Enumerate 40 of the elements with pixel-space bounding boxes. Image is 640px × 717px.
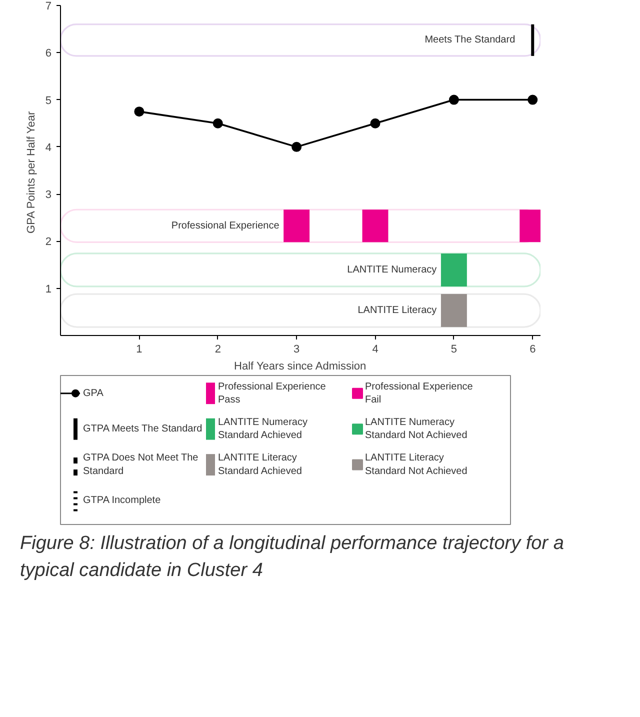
y-tick-label: 1 xyxy=(45,283,52,296)
y-tick-label: 2 xyxy=(45,236,52,248)
point xyxy=(448,94,459,105)
point xyxy=(134,106,144,117)
legend-label: LANTITE Literacy Standard Achieved xyxy=(218,452,302,477)
legend-label: GTPA Incomplete xyxy=(83,495,162,506)
point xyxy=(212,118,223,128)
x-tick-label: 4 xyxy=(372,344,378,356)
legend-label: Professional Experience Pass xyxy=(218,381,326,406)
legend-label: GTPA Meets The Standard xyxy=(83,424,202,435)
legend-label: Professional Experience Fail xyxy=(365,381,474,406)
legend-label: GPA xyxy=(83,388,104,399)
caption: Figure 8: Illustration of a longitudinal performance trajectory for a typical candidate in Cluster 4 xyxy=(20,532,565,584)
bar xyxy=(362,210,388,242)
y-tick-label: 7 xyxy=(45,0,52,12)
legend-label: LANTITE Numeracy Standard Achieved xyxy=(218,416,308,442)
x-axis-title: Half Years since Admission xyxy=(234,360,366,372)
y-tick-label: 4 xyxy=(45,142,52,154)
legend-label: LANTITE Numeracy Standard Not Achieved xyxy=(365,416,468,442)
y-tick-label: 3 xyxy=(45,189,52,202)
band-label: LANTITE Numeracy xyxy=(347,264,437,276)
y-tick-label: 6 xyxy=(45,48,52,60)
bar xyxy=(440,294,467,328)
band-label: Meets The Standard xyxy=(424,34,516,46)
point xyxy=(370,118,380,128)
x-tick-label: 1 xyxy=(136,344,142,356)
y-axis-title: GPA Points per Half Year xyxy=(25,111,38,234)
point xyxy=(292,142,302,152)
x-tick-label: 6 xyxy=(530,344,536,356)
band-label: LANTITE Literacy xyxy=(358,305,437,316)
x-tick-label: 5 xyxy=(450,344,458,356)
bar xyxy=(284,210,310,242)
point xyxy=(528,94,538,105)
x-tick-label: 2 xyxy=(214,344,221,356)
bar xyxy=(440,253,467,286)
legend-label: GTPA Does Not Meet The Standard xyxy=(83,452,199,477)
legend-label: LANTITE Literacy Standard Not Achieved xyxy=(365,452,468,477)
band-label: Professional Experience xyxy=(171,220,280,232)
x-tick-label: 3 xyxy=(294,344,300,356)
y-tick-label: 5 xyxy=(45,94,52,107)
